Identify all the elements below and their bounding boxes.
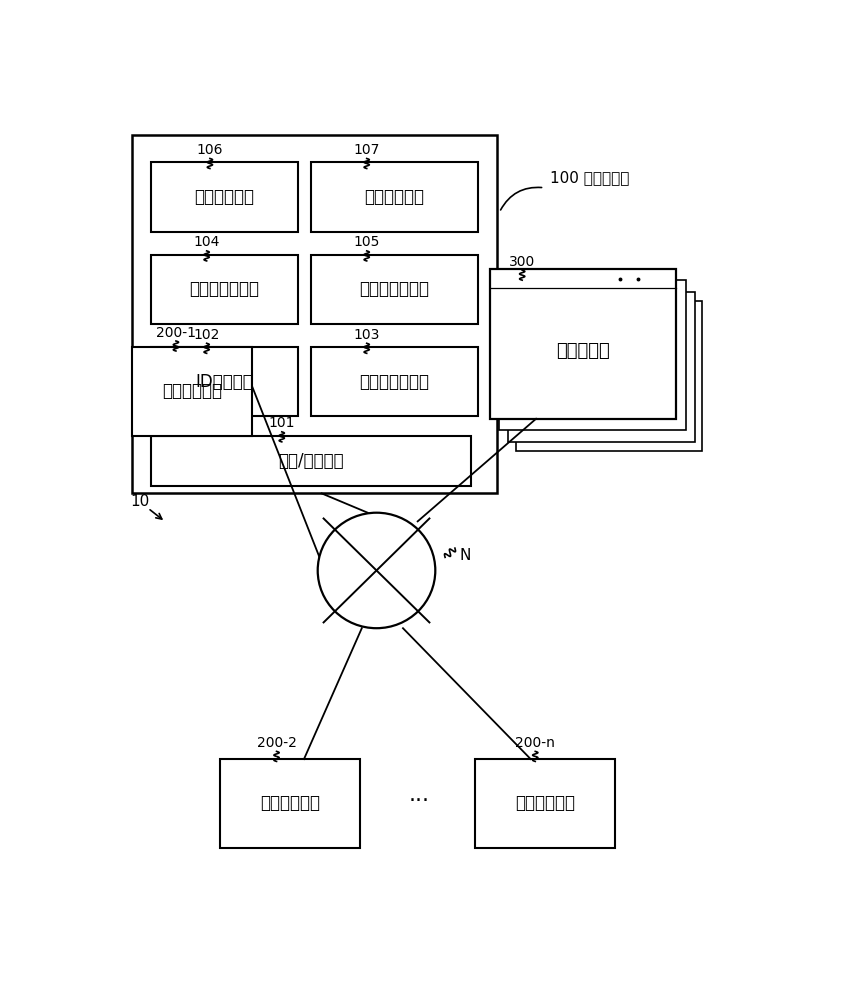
Text: 300: 300: [509, 255, 535, 269]
Bar: [132, 347, 252, 436]
Text: 区块链注册单元: 区块链注册单元: [190, 280, 260, 298]
Bar: [151, 162, 298, 232]
Bar: [508, 292, 695, 442]
Text: 信息终端设备: 信息终端设备: [515, 794, 575, 812]
FancyArrowPatch shape: [501, 187, 542, 210]
Bar: [475, 759, 615, 848]
Bar: [311, 255, 478, 324]
Text: N: N: [459, 548, 470, 563]
Text: 200-n: 200-n: [515, 736, 556, 750]
Text: 200-1: 200-1: [156, 326, 196, 340]
Text: 10: 10: [130, 494, 149, 509]
Bar: [151, 347, 298, 416]
Text: 102: 102: [193, 328, 220, 342]
Bar: [311, 347, 478, 416]
Bar: [132, 135, 497, 493]
Text: 哈希值计算单元: 哈希值计算单元: [359, 373, 429, 391]
Text: 106: 106: [196, 143, 223, 157]
Text: 信息终端设备: 信息终端设备: [260, 794, 320, 812]
Text: 篹改确定单元: 篹改确定单元: [195, 188, 255, 206]
Text: 100 管理服务器: 100 管理服务器: [550, 170, 629, 185]
Bar: [151, 255, 298, 324]
Text: 发送/接收单元: 发送/接收单元: [278, 452, 344, 470]
Text: 哈希值获取单元: 哈希值获取单元: [359, 280, 429, 298]
Bar: [516, 301, 702, 451]
Bar: [220, 759, 360, 848]
Text: ID获取单元: ID获取单元: [196, 373, 254, 391]
Text: 版本确定单元: 版本确定单元: [364, 188, 425, 206]
Text: 104: 104: [193, 235, 220, 249]
Text: 107: 107: [353, 143, 380, 157]
Bar: [490, 269, 676, 419]
Text: 105: 105: [353, 235, 380, 249]
Ellipse shape: [318, 513, 435, 628]
Text: 200-2: 200-2: [256, 736, 297, 750]
Text: 信息终端设备: 信息终端设备: [162, 382, 222, 400]
Bar: [499, 280, 685, 430]
Bar: [311, 162, 478, 232]
Text: ···: ···: [409, 791, 429, 811]
Text: 103: 103: [353, 328, 380, 342]
Bar: [151, 436, 471, 486]
Text: 区块链网络: 区块链网络: [556, 342, 609, 360]
Text: 101: 101: [269, 416, 295, 430]
